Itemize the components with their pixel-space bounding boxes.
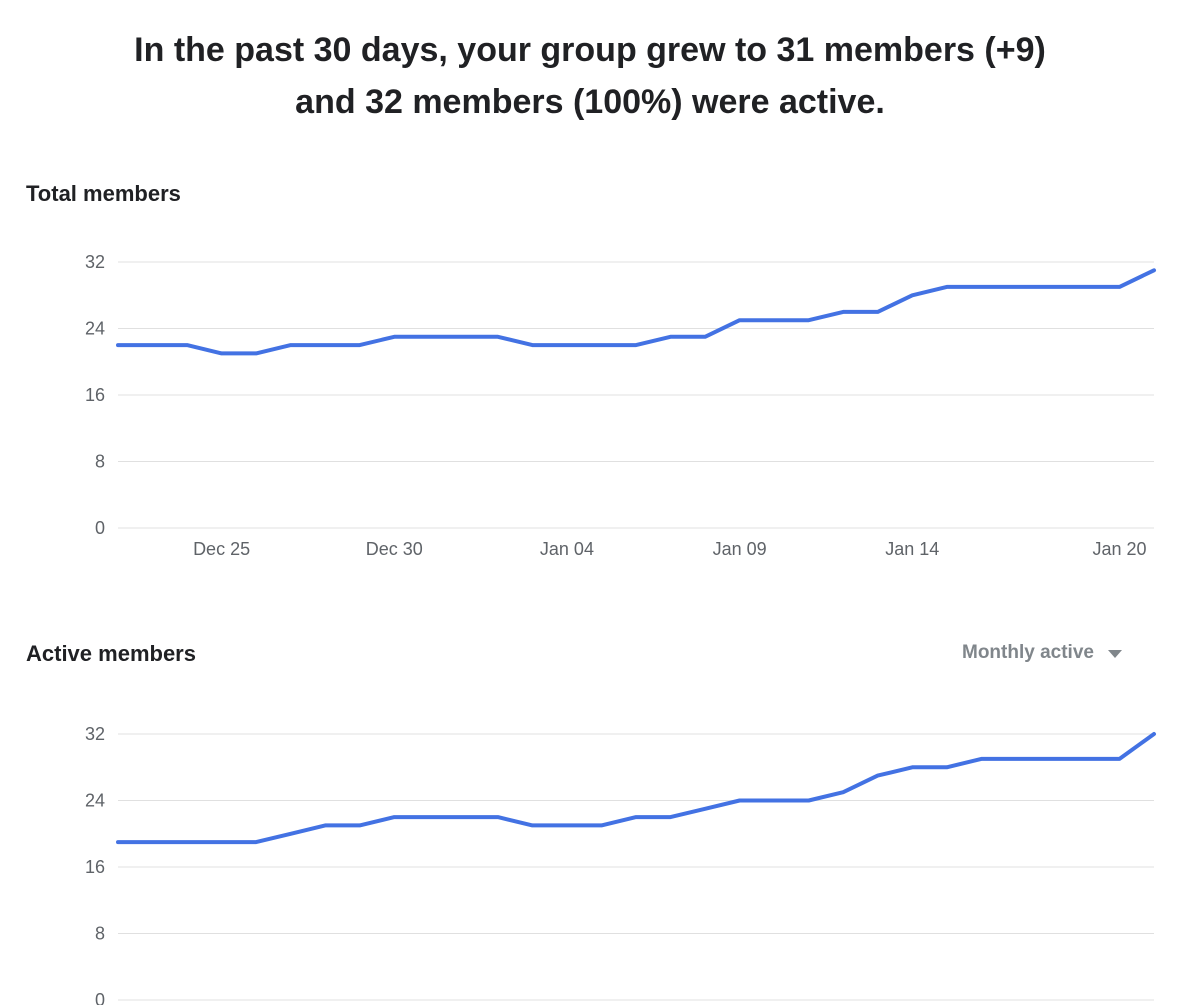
data-point [116, 343, 120, 347]
data-point [738, 799, 742, 803]
y-tick-label: 0 [95, 990, 105, 1005]
data-point [669, 335, 673, 339]
data-point [358, 823, 362, 827]
total-members-title: Total members [26, 181, 181, 206]
active-members-title: Active members [26, 641, 196, 666]
data-point [634, 815, 638, 819]
data-point [565, 343, 569, 347]
data-point [807, 318, 811, 322]
y-tick-label: 8 [95, 924, 105, 944]
data-point [600, 823, 604, 827]
data-point [807, 799, 811, 803]
data-point [910, 293, 914, 297]
y-tick-label: 24 [85, 319, 105, 339]
x-tick-label: Jan 20 [1092, 539, 1146, 559]
data-point [738, 318, 742, 322]
total-members-chart: 32 24 16 8 0 Dec 25 Dec 30 Jan 04 Jan 09 Jan 14 Ja… [85, 252, 1156, 559]
data-point [496, 335, 500, 339]
data-point [220, 840, 224, 844]
y-tick-label: 16 [85, 857, 105, 877]
data-point [358, 343, 362, 347]
data-point [841, 790, 845, 794]
active-members-series-line [116, 732, 1156, 845]
data-point [1118, 757, 1122, 761]
total-members-series-line [116, 268, 1156, 356]
data-point [703, 335, 707, 339]
data-point [876, 774, 880, 778]
data-point [1152, 732, 1156, 736]
data-point [841, 310, 845, 314]
data-point [1048, 757, 1052, 761]
data-point [910, 765, 914, 769]
data-point [116, 840, 120, 844]
data-point [1152, 268, 1156, 272]
data-point [1083, 757, 1087, 761]
active-members-chart: 32 24 16 8 0 [85, 724, 1156, 1005]
data-point [220, 351, 224, 355]
data-point [323, 823, 327, 827]
data-point [600, 343, 604, 347]
data-point [772, 318, 776, 322]
data-point [703, 807, 707, 811]
data-point [634, 343, 638, 347]
summary-headline: In the past 30 days, your group grew to … [0, 24, 1180, 128]
data-point [1083, 285, 1087, 289]
data-point [427, 815, 431, 819]
data-point [392, 335, 396, 339]
y-tick-label: 8 [95, 452, 105, 472]
summary-line-1: In the past 30 days, your group grew to … [134, 31, 1046, 69]
data-point [530, 823, 534, 827]
activity-period-dropdown[interactable]: Monthly active [962, 642, 1122, 664]
data-point [945, 285, 949, 289]
y-tick-label: 32 [85, 724, 105, 744]
data-point [496, 815, 500, 819]
data-point [254, 351, 258, 355]
activity-period-label: Monthly active [962, 642, 1094, 663]
data-point [185, 343, 189, 347]
x-tick-label: Dec 25 [193, 539, 250, 559]
data-point [392, 815, 396, 819]
data-point [461, 335, 465, 339]
y-tick-label: 32 [85, 252, 105, 272]
data-point [772, 799, 776, 803]
x-tick-label: Jan 09 [713, 539, 767, 559]
data-point [289, 832, 293, 836]
data-point [979, 757, 983, 761]
y-tick-label: 0 [95, 518, 105, 538]
y-tick-label: 24 [85, 791, 105, 811]
data-point [151, 343, 155, 347]
x-tick-label: Jan 14 [885, 539, 939, 559]
data-point [151, 840, 155, 844]
data-point [323, 343, 327, 347]
chevron-down-icon [1107, 650, 1122, 658]
x-tick-label: Dec 30 [366, 539, 423, 559]
data-point [945, 765, 949, 769]
data-point [254, 840, 258, 844]
data-point [530, 343, 534, 347]
data-point [427, 335, 431, 339]
data-point [1118, 285, 1122, 289]
x-tick-label: Jan 04 [540, 539, 594, 559]
y-tick-label: 16 [85, 385, 105, 405]
data-point [979, 285, 983, 289]
data-point [1014, 285, 1018, 289]
data-point [1048, 285, 1052, 289]
data-point [669, 815, 673, 819]
summary-line-2: and 32 members (100%) were active. [295, 83, 885, 121]
data-point [461, 815, 465, 819]
data-point [565, 823, 569, 827]
data-point [876, 310, 880, 314]
data-point [1014, 757, 1018, 761]
data-point [185, 840, 189, 844]
data-point [289, 343, 293, 347]
